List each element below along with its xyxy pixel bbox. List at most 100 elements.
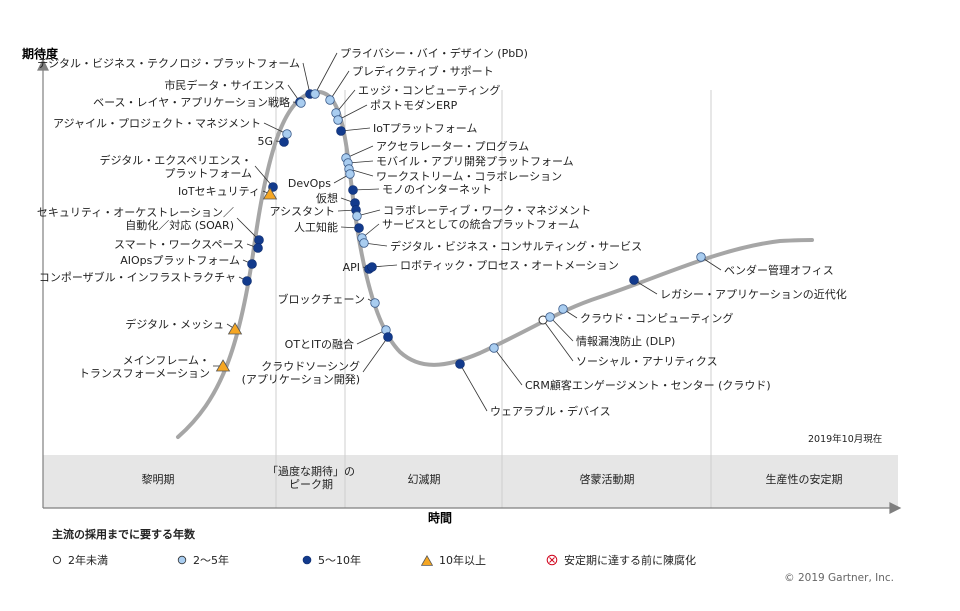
data-point-marker — [310, 89, 320, 99]
data-point-marker — [558, 304, 568, 314]
hype-curve — [176, 89, 814, 439]
leader-line — [345, 145, 374, 159]
leader-line — [542, 319, 574, 362]
data-point-label: モバイル・アプリ開発プラットフォーム — [376, 154, 574, 168]
data-point-label: コンポーザブル・インフラストラクチャ — [39, 270, 236, 284]
leader-line — [356, 329, 387, 345]
data-point-label: デジタル・ビジネス・テクノロジ・プラットフォーム — [37, 56, 300, 70]
data-point-marker — [696, 252, 706, 262]
data-point-marker — [247, 259, 257, 269]
leader-line — [549, 316, 574, 342]
data-point-marker — [383, 332, 393, 342]
data-point-marker — [282, 129, 292, 139]
leader-line — [362, 336, 389, 373]
legend-label: 10年以上 — [439, 554, 486, 567]
data-point-label: ソーシャル・アナリティクス — [576, 355, 718, 368]
data-point-marker — [348, 185, 358, 195]
data-point-label: アクセラレーター・プログラム — [376, 139, 529, 153]
data-point-label: デジタル・エクスペリエンス・ — [100, 153, 252, 167]
phase-label: 啓蒙活動期 — [580, 472, 635, 486]
data-point-label: API — [343, 261, 360, 274]
data-point-marker — [253, 243, 263, 253]
data-point-label: IoTセキュリティ — [178, 185, 260, 198]
data-point-marker — [336, 126, 346, 136]
data-point-label: セキュリティ・オーケストレーション／ — [37, 206, 234, 219]
legend-item-lt2: 2年未満 — [52, 552, 108, 568]
data-point-label: トランスフォーメーション — [79, 367, 210, 380]
data-point-label: 人工知能 — [294, 220, 338, 234]
leader-line — [493, 347, 523, 386]
data-point-label: コラボレーティブ・ワーク・マネジメント — [383, 203, 591, 217]
data-point-marker — [215, 359, 231, 372]
axes — [37, 58, 902, 514]
data-point-label: プライバシー・バイ・デザイン (PbD) — [340, 46, 528, 60]
data-point-label: デジタル・メッシュ — [125, 317, 224, 331]
x-axis-title: 時間 — [428, 510, 452, 525]
data-point-label: 5G — [257, 135, 273, 148]
data-point-label: プラットフォーム — [164, 167, 252, 180]
legend-item-obsolete: 安定期に達する前に陳腐化 — [546, 552, 696, 568]
data-point-label: エッジ・コンピューティング — [358, 83, 500, 97]
phase-label: 「過度な期待」の — [267, 464, 355, 478]
data-point-label: メインフレーム・ — [123, 354, 210, 367]
data-point-label: アジャイル・プロジェクト・マネジメント — [53, 117, 261, 130]
phase-label: ピーク期 — [289, 478, 333, 491]
data-point-label: クラウドソーシング — [261, 359, 360, 373]
data-point-marker — [489, 343, 499, 353]
data-point-label: スマート・ワークスペース — [114, 238, 244, 251]
data-point-label: CRM顧客エンゲージメント・センター (クラウド) — [525, 378, 771, 392]
leader-line — [337, 104, 368, 121]
legend: 主流の採用までに要する年数 2年未満 2～5年 5～10年 10年以上 安定期に… — [52, 526, 912, 586]
legend-item-5to10: 5～10年 — [302, 552, 361, 568]
leader-line — [329, 70, 350, 101]
leader-line — [236, 217, 260, 241]
data-point-label: DevOps — [288, 177, 331, 190]
data-point-label: (アプリケーション開発) — [242, 372, 360, 386]
data-point-label: クラウド・コンピューティング — [580, 311, 733, 325]
data-point-label: ワークストリーム・コラボレーション — [376, 170, 562, 183]
white-circle-icon — [52, 555, 62, 565]
date-note: 2019年10月現在 — [808, 433, 882, 445]
dark-blue-circle-icon — [302, 555, 312, 565]
data-point-label: ベース・レイヤ・アプリケーション戦略 — [93, 95, 290, 109]
data-point-marker — [370, 298, 380, 308]
data-point-label: デジタル・ビジネス・コンサルティング・サービス — [390, 239, 642, 253]
markers — [215, 89, 706, 372]
data-point-marker — [262, 187, 278, 200]
legend-label: 2年未満 — [68, 554, 108, 567]
data-point-label: ロボティック・プロセス・オートメーション — [400, 259, 619, 272]
leader-line — [314, 52, 338, 95]
legend-label: 安定期に達する前に陳腐化 — [564, 554, 696, 567]
data-point-label: モノのインターネット — [382, 183, 492, 196]
data-point-label: ベンダー管理オフィス — [724, 263, 834, 277]
data-point-label: 市民データ・サイエンス — [164, 78, 285, 92]
y-axis-title: 期待度 — [22, 46, 59, 61]
data-point-marker — [354, 223, 364, 233]
legend-title: 主流の採用までに要する年数 — [52, 528, 195, 541]
phase-label: 幻滅期 — [408, 473, 441, 486]
data-point-marker — [455, 359, 465, 369]
legend-label: 2～5年 — [193, 554, 229, 567]
data-point-label: 情報漏洩防止 (DLP) — [576, 334, 675, 348]
data-point-label: サービスとしての統合プラットフォーム — [382, 217, 579, 231]
data-point-label: ウェアラブル・デバイス — [490, 404, 611, 418]
orange-triangle-icon — [420, 554, 434, 566]
data-point-label: プレディクティブ・サポート — [352, 64, 494, 78]
obsolete-cross-icon — [546, 554, 558, 566]
data-point-marker — [345, 169, 355, 179]
phase-label: 生産性の安定期 — [766, 472, 843, 486]
data-point-label: 自動化／対応 (SOAR) — [125, 218, 234, 232]
data-point-marker — [296, 98, 306, 108]
phase-label: 黎明期 — [142, 472, 175, 486]
copyright: © 2019 Gartner, Inc. — [784, 572, 894, 584]
leader-line — [302, 62, 311, 95]
data-point-marker — [254, 235, 264, 245]
data-point-marker — [279, 137, 289, 147]
light-blue-circle-icon — [177, 555, 187, 565]
data-point-label: OTとITの融合 — [285, 337, 354, 351]
data-point-label: ポストモダンERP — [370, 98, 458, 112]
data-point-marker — [367, 262, 377, 272]
data-point-marker — [333, 115, 343, 125]
